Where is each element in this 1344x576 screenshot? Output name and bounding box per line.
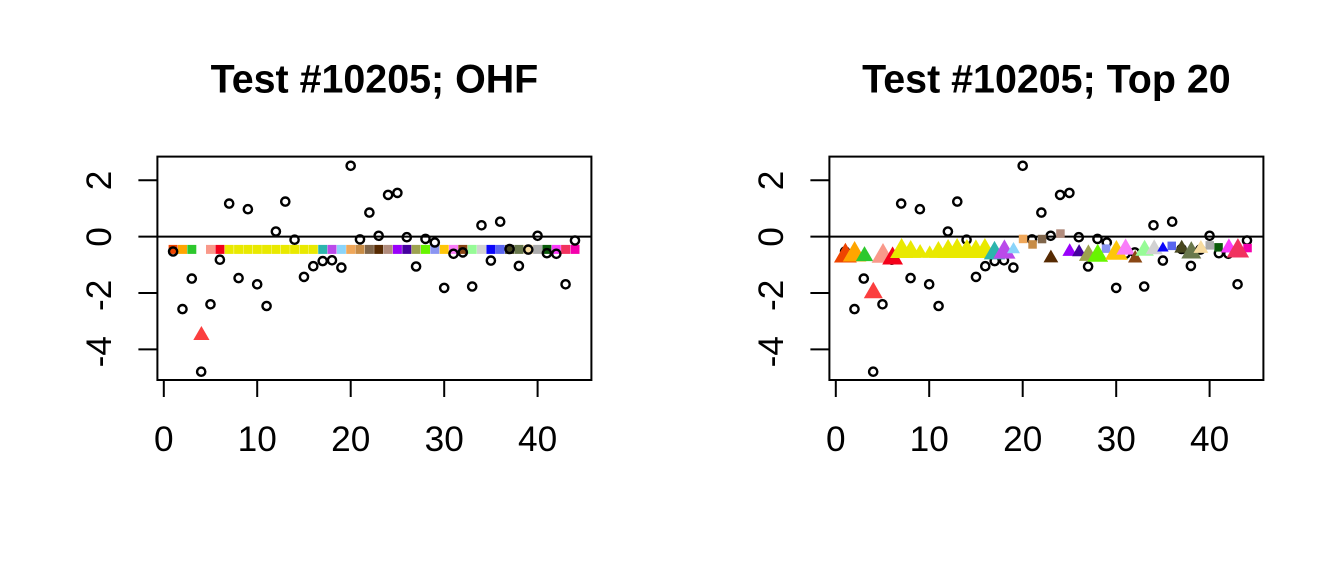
- svg-text:30: 30: [425, 420, 464, 459]
- svg-text:0: 0: [752, 227, 791, 247]
- svg-text:0: 0: [154, 420, 174, 459]
- svg-text:-2: -2: [752, 280, 791, 311]
- svg-text:30: 30: [1097, 420, 1136, 459]
- svg-text:40: 40: [1190, 420, 1229, 459]
- svg-text:Test #10205; OHF: Test #10205; OHF: [211, 58, 539, 102]
- svg-text:-4: -4: [752, 336, 791, 367]
- svg-text:-4: -4: [80, 336, 119, 367]
- svg-text:20: 20: [331, 420, 370, 459]
- svg-text:0: 0: [80, 227, 119, 247]
- svg-text:40: 40: [518, 420, 557, 459]
- svg-text:-2: -2: [80, 280, 119, 311]
- svg-text:10: 10: [238, 420, 277, 459]
- svg-text:0: 0: [826, 420, 846, 459]
- svg-text:20: 20: [1003, 420, 1042, 459]
- svg-text:Test #10205; Top 20: Test #10205; Top 20: [862, 58, 1231, 102]
- svg-text:2: 2: [80, 171, 119, 191]
- svg-text:2: 2: [752, 171, 791, 191]
- svg-text:10: 10: [910, 420, 949, 459]
